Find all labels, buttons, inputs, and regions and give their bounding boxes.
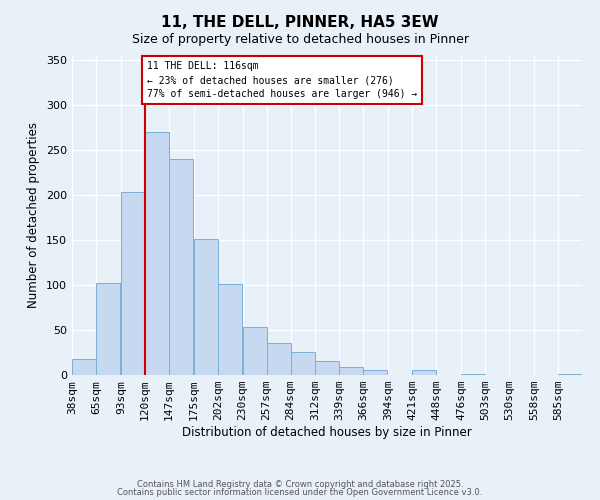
Bar <box>121 192 145 375</box>
Bar <box>194 239 218 375</box>
Bar <box>558 374 582 375</box>
Y-axis label: Number of detached properties: Number of detached properties <box>28 122 40 308</box>
Bar <box>169 158 193 375</box>
Text: Contains public sector information licensed under the Open Government Licence v3: Contains public sector information licen… <box>118 488 482 497</box>
Bar <box>412 370 436 375</box>
Bar <box>218 284 242 375</box>
Bar <box>290 352 314 375</box>
Bar <box>461 374 485 375</box>
Text: Size of property relative to detached houses in Pinner: Size of property relative to detached ho… <box>131 32 469 46</box>
Bar <box>145 132 169 375</box>
Bar <box>96 283 120 375</box>
Text: 11 THE DELL: 116sqm
← 23% of detached houses are smaller (276)
77% of semi-detac: 11 THE DELL: 116sqm ← 23% of detached ho… <box>146 62 417 100</box>
Bar <box>266 344 290 375</box>
Bar <box>340 367 364 375</box>
Bar <box>72 359 96 375</box>
Text: Contains HM Land Registry data © Crown copyright and database right 2025.: Contains HM Land Registry data © Crown c… <box>137 480 463 489</box>
Bar <box>242 327 266 375</box>
Text: 11, THE DELL, PINNER, HA5 3EW: 11, THE DELL, PINNER, HA5 3EW <box>161 15 439 30</box>
Bar <box>364 370 388 375</box>
X-axis label: Distribution of detached houses by size in Pinner: Distribution of detached houses by size … <box>182 426 472 439</box>
Bar <box>316 362 340 375</box>
